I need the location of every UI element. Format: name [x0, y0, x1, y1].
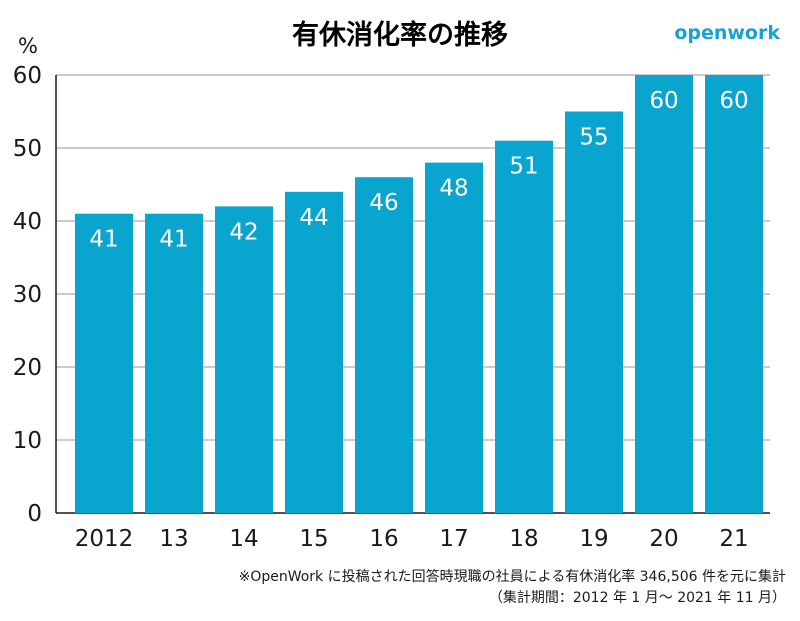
y-tick-label-10: 10	[13, 428, 42, 454]
x-tick-label-20: 20	[649, 526, 678, 552]
y-tick-label-60: 60	[13, 63, 42, 89]
x-axis-ticks: 2012 13 14 15 16 17 18 19 20 21	[75, 526, 749, 552]
chart-title: 有休消化率の推移	[292, 19, 508, 51]
x-tick-label-19: 19	[579, 526, 608, 552]
y-tick-label-20: 20	[13, 355, 42, 381]
data-label-18: 51	[509, 154, 538, 180]
y-tick-label-40: 40	[13, 209, 42, 235]
data-labels: 41 41 42 44 46 48 51 55 60 60	[89, 88, 748, 253]
bar-21	[705, 75, 763, 513]
data-label-20: 60	[649, 88, 678, 114]
data-label-14: 42	[229, 219, 258, 245]
bar-14	[215, 206, 273, 513]
bar-17	[425, 162, 483, 513]
data-label-19: 55	[579, 125, 608, 151]
data-label-15: 44	[299, 205, 328, 231]
y-tick-label-30: 30	[13, 282, 42, 308]
data-label-2012: 41	[89, 227, 118, 253]
x-tick-label-17: 17	[439, 526, 468, 552]
bar-18	[495, 140, 553, 513]
data-label-13: 41	[159, 227, 188, 253]
y-tick-label-50: 50	[13, 136, 42, 162]
x-tick-label-18: 18	[509, 526, 538, 552]
footnote-source: ※OpenWork に投稿された回答時現職の社員による有休消化率 346,506…	[239, 568, 786, 585]
openwork-logo: openwork	[674, 22, 780, 44]
x-tick-label-15: 15	[299, 526, 328, 552]
data-label-21: 60	[719, 88, 748, 114]
footnote-period: （集計期間：2012 年 1 月〜 2021 年 11 月）	[489, 589, 786, 606]
bar-13	[145, 213, 203, 513]
y-axis-unit-label: %	[18, 34, 38, 58]
bar-20	[635, 75, 693, 513]
data-label-16: 46	[369, 190, 398, 216]
bar-15	[285, 191, 343, 514]
x-tick-label-21: 21	[719, 526, 748, 552]
data-label-17: 48	[439, 176, 468, 202]
y-tick-label-0: 0	[27, 501, 42, 527]
bar-19	[565, 111, 623, 513]
bars	[75, 75, 763, 514]
x-tick-label-16: 16	[369, 526, 398, 552]
x-tick-label-14: 14	[229, 526, 258, 552]
bar-16	[355, 177, 413, 513]
bar-2012	[75, 213, 133, 513]
x-tick-label-2012: 2012	[75, 526, 134, 552]
y-axis-ticks: 0 10 20 30 40 50 60	[13, 63, 42, 527]
x-tick-label-13: 13	[159, 526, 188, 552]
